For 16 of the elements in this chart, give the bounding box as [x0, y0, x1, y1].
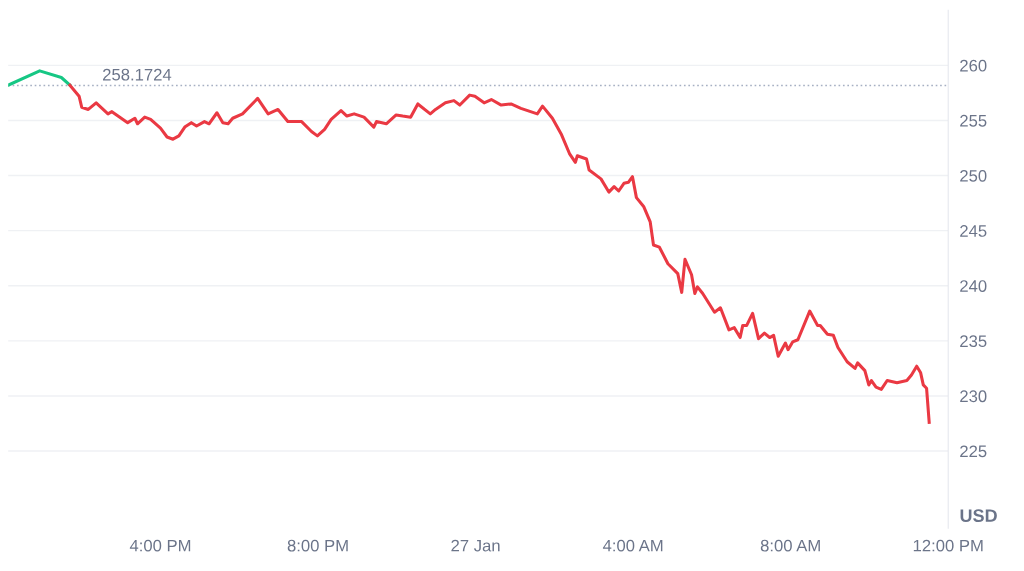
y-tick-label: 250: [960, 169, 987, 182]
x-tick-label: 12:00 PM: [913, 539, 983, 552]
y-tick-label: 240: [960, 280, 987, 292]
y-tick-label: 235: [960, 335, 987, 348]
x-tick-label: 4:00 AM: [602, 539, 663, 552]
y-tick-label: 260: [960, 59, 987, 72]
y-tick-label: 230: [960, 390, 987, 403]
ref-line-label: 258.1724: [103, 68, 172, 81]
x-tick-label: 8:00 PM: [287, 539, 348, 552]
y-tick-label: 245: [960, 225, 987, 237]
y-tick-label: 225: [960, 445, 987, 458]
x-tick-label: 4:00 PM: [129, 539, 191, 552]
y-tick-label: 255: [960, 114, 987, 127]
y-axis-title: USD: [960, 509, 997, 523]
x-tick-label: 27 Jan: [451, 539, 500, 552]
x-tick-label: 8:00 AM: [760, 539, 820, 552]
